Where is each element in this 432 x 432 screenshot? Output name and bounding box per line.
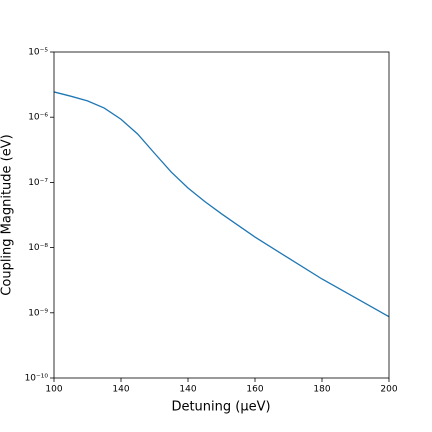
y-tick-label: 10⁻⁷ (28, 178, 48, 188)
y-tick-label: 10⁻⁸ (28, 243, 48, 253)
y-tick-label: 10⁻⁶ (28, 113, 48, 123)
x-tick-label: 160 (246, 385, 263, 395)
x-axis-label: Detuning (μeV) (171, 400, 270, 415)
plot-frame (53, 51, 390, 379)
y-axis-label: Coupling Magnitude (eV) (0, 134, 15, 295)
x-tick-label: 140 (179, 385, 196, 395)
x-tick-label: 100 (45, 385, 62, 395)
y-tick-label: 10⁻¹⁰ (25, 374, 49, 384)
y-tick-label: 10⁻⁵ (28, 48, 48, 58)
x-tick-label: 180 (313, 385, 330, 395)
line (53, 91, 390, 318)
y-tick-label: 10⁻⁹ (28, 308, 48, 318)
x-tick-label: 140 (112, 385, 129, 395)
x-tick-label: 200 (380, 385, 397, 395)
